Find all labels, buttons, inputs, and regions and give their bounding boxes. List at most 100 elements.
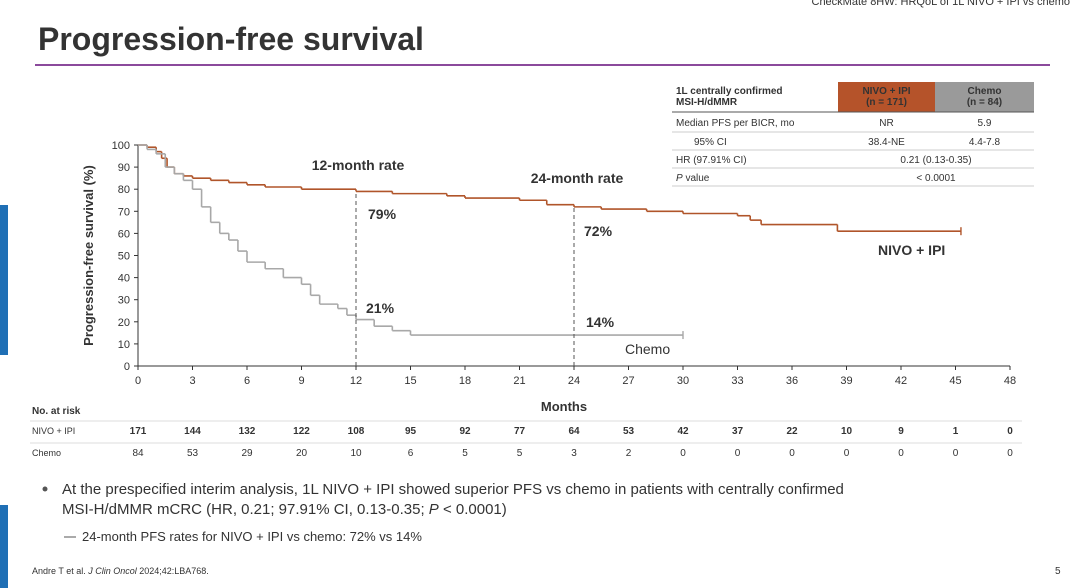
annotation: 14% bbox=[586, 314, 615, 330]
header-cell-bg bbox=[935, 82, 1034, 112]
at-risk-value: 122 bbox=[293, 426, 310, 437]
header-cell-bg bbox=[838, 82, 935, 112]
x-tick-label: 0 bbox=[135, 375, 141, 387]
at-risk-value: 77 bbox=[514, 426, 526, 437]
table-header: (n = 171) bbox=[866, 97, 907, 108]
y-axis-label: Progression-free survival (%) bbox=[81, 165, 96, 346]
table-cell: NR bbox=[879, 118, 893, 129]
at-risk-value: 53 bbox=[187, 448, 199, 459]
at-risk-value: 9 bbox=[898, 426, 904, 437]
at-risk-value: 20 bbox=[296, 448, 308, 459]
x-tick-label: 36 bbox=[786, 375, 798, 387]
at-risk-value: 6 bbox=[408, 448, 414, 459]
at-risk-label: NIVO + IPI bbox=[32, 426, 75, 436]
at-risk-value: 5 bbox=[517, 448, 523, 459]
bullet-text-part: < 0.0001) bbox=[439, 501, 507, 518]
at-risk-value: 64 bbox=[568, 426, 580, 437]
x-axis-label: Months bbox=[541, 399, 587, 414]
x-tick-label: 45 bbox=[949, 375, 961, 387]
table-cell: 38.4-NE bbox=[868, 137, 905, 148]
x-tick-label: 27 bbox=[622, 375, 634, 387]
footnote-part: J Clin Oncol bbox=[87, 566, 138, 576]
at-risk-value: 0 bbox=[1007, 426, 1013, 437]
bullet-marker bbox=[42, 486, 48, 492]
x-tick-label: 33 bbox=[731, 375, 743, 387]
at-risk-value: 0 bbox=[898, 448, 904, 459]
annotation: 12-month rate bbox=[312, 157, 405, 173]
at-risk-value: 0 bbox=[789, 448, 795, 459]
table-cell: 0.21 (0.13-0.35) bbox=[900, 155, 971, 166]
y-tick-label: 10 bbox=[118, 339, 130, 351]
annotation: 72% bbox=[584, 223, 613, 239]
series-label: NIVO + IPI bbox=[878, 242, 945, 258]
y-tick-label: 20 bbox=[118, 317, 130, 329]
step-riser bbox=[146, 145, 412, 336]
y-tick-label: 80 bbox=[118, 184, 130, 196]
at-risk-value: 0 bbox=[844, 448, 850, 459]
x-tick-label: 42 bbox=[895, 375, 907, 387]
slide-title: Progression-free survival bbox=[38, 21, 424, 57]
x-tick-label: 24 bbox=[568, 375, 580, 387]
at-risk-value: 84 bbox=[132, 448, 144, 459]
table-row-label-part: value bbox=[683, 173, 710, 184]
at-risk-value: 0 bbox=[1007, 448, 1013, 459]
at-risk-value: 0 bbox=[680, 448, 686, 459]
table-row-label: Median PFS per BICR, mo bbox=[676, 118, 795, 129]
y-tick-label: 40 bbox=[118, 273, 130, 285]
y-tick-label: 70 bbox=[118, 206, 130, 218]
x-tick-label: 48 bbox=[1004, 375, 1016, 387]
table-header: 1L centrally confirmed bbox=[676, 86, 783, 97]
table-header: (n = 84) bbox=[967, 97, 1002, 108]
bullet-text: MSI-H/dMMR mCRC (HR, 0.21; 97.91% CI, 0.… bbox=[62, 501, 507, 518]
at-risk-value: 0 bbox=[953, 448, 959, 459]
at-risk-value: 10 bbox=[841, 426, 853, 437]
x-tick-label: 21 bbox=[513, 375, 525, 387]
series-label: Chemo bbox=[625, 341, 670, 357]
x-tick-label: 9 bbox=[298, 375, 304, 387]
x-tick-label: 15 bbox=[404, 375, 416, 387]
at-risk-value: 2 bbox=[626, 448, 632, 459]
y-tick-label: 0 bbox=[124, 361, 130, 373]
at-risk-value: 171 bbox=[130, 426, 147, 437]
at-risk-value: 10 bbox=[350, 448, 362, 459]
x-tick-label: 30 bbox=[677, 375, 689, 387]
x-tick-label: 3 bbox=[189, 375, 195, 387]
header: CheckMate 8HW: HRQoL of 1L NIVO + IPI vs… bbox=[812, 0, 1071, 8]
at-risk-value: 22 bbox=[786, 426, 798, 437]
at-risk-value: 53 bbox=[623, 426, 635, 437]
edge-decoration bbox=[0, 505, 8, 588]
y-tick-label: 90 bbox=[118, 162, 130, 174]
footnote-part: 2024;42:LBA768. bbox=[137, 566, 209, 576]
text-block: At the prespecified interim analysis, 1L… bbox=[32, 481, 1061, 577]
table-row-label: 95% CI bbox=[694, 137, 727, 148]
footnote-part: Andre T et al. bbox=[32, 566, 88, 576]
y-tick-label: 60 bbox=[118, 228, 130, 240]
x-tick-label: 6 bbox=[244, 375, 250, 387]
at-risk-value: 132 bbox=[239, 426, 256, 437]
x-tick-label: 12 bbox=[350, 375, 362, 387]
x-tick-label: 18 bbox=[459, 375, 471, 387]
annotation: 21% bbox=[366, 300, 395, 316]
at-risk-value: 108 bbox=[348, 426, 365, 437]
at-risk-value: 0 bbox=[735, 448, 741, 459]
sub-bullet-text: 24-month PFS rates for NIVO + IPI vs che… bbox=[82, 529, 422, 544]
table-header: NIVO + IPI bbox=[862, 86, 910, 97]
table-row-label-part: P bbox=[676, 173, 683, 184]
y-tick-label: 30 bbox=[118, 295, 130, 307]
x-tick-label: 39 bbox=[840, 375, 852, 387]
at-risk-value: 37 bbox=[732, 426, 744, 437]
footnote: Andre T et al. J Clin Oncol 2024;42:LBA7… bbox=[32, 566, 209, 576]
bullet-text-part: P bbox=[429, 501, 439, 518]
table-header: Chemo bbox=[968, 86, 1002, 97]
table-cell: 5.9 bbox=[978, 118, 992, 129]
table-row-label: P value bbox=[676, 173, 710, 184]
at-risk-value: 144 bbox=[184, 426, 201, 437]
edge-decoration bbox=[0, 205, 8, 355]
at-risk-value: 29 bbox=[241, 448, 253, 459]
y-tick-label: 50 bbox=[118, 251, 130, 263]
at-risk-title: No. at risk bbox=[32, 406, 81, 417]
